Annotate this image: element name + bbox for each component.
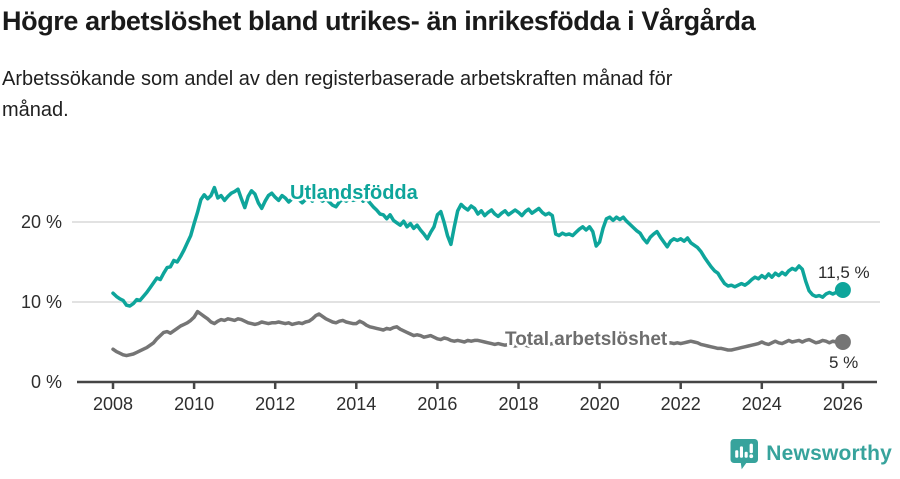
logo-exclamation-dot [749, 454, 754, 459]
x-tick-label: 2018 [498, 394, 538, 414]
series-line-total [111, 309, 845, 358]
x-tick-label: 2022 [661, 394, 701, 414]
y-tick-label: 10 % [21, 292, 62, 312]
series-end-dot-total [834, 334, 851, 350]
series-label-utlandsfodda: Utlandsfödda [290, 182, 419, 204]
x-tick-label: 2024 [742, 394, 782, 414]
x-tick-label: 2016 [417, 394, 457, 414]
page-subtitle-line1: Arbetssökande som andel av den registerb… [2, 68, 673, 90]
newsworthy-logo-icon [730, 439, 759, 470]
page-subtitle: Arbetssökande som andel av den registerb… [2, 64, 672, 126]
logo-bar-2 [740, 446, 744, 458]
series-line-utlandsfodda [111, 185, 845, 308]
page-title: Högre arbetslöshet bland utrikes- än inr… [2, 6, 756, 36]
series-layer [111, 185, 851, 358]
y-tick-label: 20 % [21, 212, 62, 232]
newsworthy-brand: Newsworthy [729, 438, 892, 470]
end-value-label-total: 5 % [829, 353, 858, 372]
x-tick-label: 2010 [174, 394, 214, 414]
series-label-total: Total arbetslöshet [505, 329, 668, 350]
page-subtitle-line2: månad. [2, 99, 69, 121]
x-tick-label: 2026 [823, 394, 863, 414]
x-tick-label: 2008 [93, 394, 133, 414]
annotations-layer: Utlandsfödda Total arbetslöshet 11,5 % 5… [288, 180, 870, 373]
logo-bar-1 [735, 450, 739, 458]
gridlines-layer [72, 221, 880, 303]
logo-bubble [730, 439, 759, 470]
logo-exclamation-bar [749, 443, 754, 454]
axis-layer: 0 % 10 % 20 % 2008 2010 2012 2014 2016 2018 2020 2… [21, 212, 877, 414]
series-end-dot-utlandsfodda [834, 282, 851, 298]
logo-bar-3 [744, 451, 748, 458]
x-tick-label: 2020 [580, 394, 620, 414]
y-tick-label: 0 % [31, 372, 62, 392]
newsworthy-brand-text: Newsworthy [766, 442, 892, 465]
x-tick-label: 2014 [336, 394, 376, 414]
x-tick-label: 2012 [255, 394, 295, 414]
end-value-label-utlandsfodda: 11,5 % [818, 263, 870, 282]
